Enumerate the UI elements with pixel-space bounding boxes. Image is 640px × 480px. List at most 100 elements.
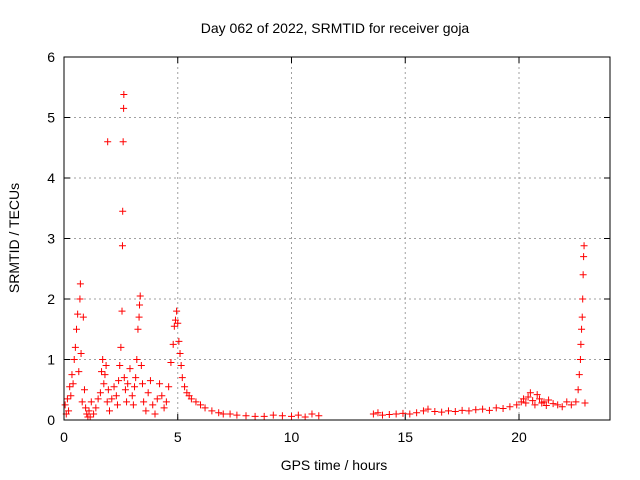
data-point (94, 395, 102, 403)
data-point (315, 412, 323, 420)
data-point (520, 395, 528, 403)
data-point (579, 271, 587, 279)
data-point (294, 411, 302, 419)
data-point (581, 399, 589, 407)
data-point (102, 362, 110, 370)
data-point (576, 356, 584, 363)
data-point (146, 377, 154, 385)
data-point (136, 301, 144, 309)
data-point (136, 292, 144, 300)
data-point (123, 398, 131, 406)
data-point (572, 398, 580, 406)
data-point (121, 386, 129, 394)
data-point (379, 411, 386, 419)
data-point (98, 368, 106, 376)
data-point (119, 138, 127, 146)
data-point (215, 409, 223, 417)
y-axis-label: SRMTID / TECUs (6, 183, 22, 293)
data-point (522, 399, 530, 407)
data-point (68, 371, 76, 379)
data-point (472, 406, 480, 414)
data-point (399, 409, 407, 417)
data-point (137, 362, 145, 370)
data-point (78, 398, 86, 406)
data-point (119, 207, 127, 215)
data-point (233, 411, 241, 419)
grid-lines (64, 57, 610, 420)
data-point (61, 401, 69, 409)
data-point (529, 397, 537, 405)
data-point (149, 401, 157, 409)
data-point (153, 395, 161, 403)
data-point (578, 325, 586, 333)
data-point (87, 398, 95, 406)
data-point (251, 412, 259, 420)
data-point (135, 313, 143, 321)
data-point (76, 295, 84, 303)
data-point (134, 325, 142, 333)
data-point (120, 91, 128, 99)
data-point (118, 242, 126, 250)
data-point (177, 362, 185, 370)
data-point (269, 411, 277, 419)
data-point (116, 362, 124, 370)
data-point (86, 413, 94, 421)
x-tick-label: 5 (174, 429, 182, 445)
data-point (413, 409, 421, 417)
data-point (554, 401, 562, 409)
data-point (242, 412, 250, 420)
data-point (167, 359, 175, 367)
data-point (499, 405, 507, 413)
data-point (151, 410, 159, 418)
data-point (385, 411, 393, 419)
data-point (492, 404, 500, 412)
data-point (80, 386, 88, 394)
data-point (208, 407, 216, 415)
data-point (75, 368, 83, 376)
data-point (106, 407, 113, 415)
data-point (158, 392, 166, 400)
data-point (90, 410, 98, 418)
data-point (170, 322, 178, 330)
data-point (120, 374, 128, 382)
data-point (485, 406, 493, 414)
data-point (578, 313, 586, 321)
data-point (124, 380, 132, 388)
data-point (92, 404, 100, 412)
x-axis-label: GPS time / hours (281, 457, 388, 473)
data-point (513, 401, 521, 409)
data-point (226, 410, 234, 418)
data-point (129, 401, 137, 409)
data-point (526, 389, 534, 397)
data-point (558, 403, 566, 411)
data-point (63, 395, 71, 403)
data-point (101, 371, 109, 379)
data-point (104, 138, 112, 146)
data-point (133, 356, 141, 363)
data-point (128, 392, 136, 400)
data-point (96, 389, 104, 397)
data-point (197, 401, 204, 409)
x-tick-label: 10 (284, 429, 300, 445)
data-point (178, 374, 186, 382)
data-point (540, 398, 548, 406)
data-point (71, 343, 79, 351)
data-point (82, 404, 90, 412)
data-point (120, 104, 128, 112)
data-point (577, 340, 585, 348)
data-point (533, 391, 541, 399)
data-point (144, 389, 152, 397)
data-point (369, 410, 377, 418)
data-point (506, 403, 514, 411)
y-tick-label: 1 (47, 352, 55, 368)
data-point (579, 295, 587, 303)
data-point (374, 409, 382, 417)
data-point (103, 398, 111, 406)
data-point (524, 393, 532, 401)
data-point (112, 392, 120, 400)
data-point (288, 412, 295, 420)
data-point (438, 408, 446, 416)
data-point (563, 398, 571, 406)
data-point (138, 380, 146, 388)
